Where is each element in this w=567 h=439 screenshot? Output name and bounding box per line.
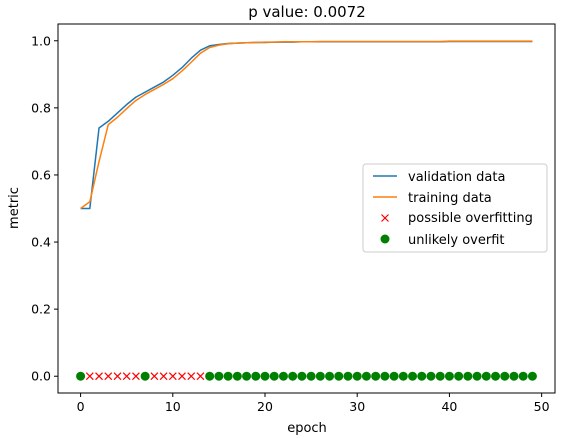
unlikely-overfit-marker <box>454 371 464 381</box>
legend-swatch-overfitting <box>381 214 389 222</box>
unlikely-overfit-marker <box>417 371 427 381</box>
overfit-marker <box>104 372 113 381</box>
unlikely-overfit-marker <box>260 371 270 381</box>
axes-frame <box>57 23 556 394</box>
plot-area <box>76 40 537 381</box>
legend-label-training: training data <box>408 191 492 206</box>
x-axis-label: epoch <box>287 421 327 436</box>
x-tick-label: 50 <box>534 399 550 414</box>
legend-box <box>362 163 548 253</box>
overfit-marker <box>187 372 196 381</box>
y-tick-label: 0.2 <box>31 302 51 317</box>
unlikely-overfit-marker <box>251 371 261 381</box>
unlikely-overfit-marker <box>334 371 344 381</box>
unlikely-overfit-marker <box>343 371 353 381</box>
overfit-marker <box>196 372 205 381</box>
unlikely-overfit-marker <box>472 371 482 381</box>
unlikely-overfit-marker <box>352 371 362 381</box>
unlikely-overfit-marker <box>223 371 233 381</box>
x-tick-label: 30 <box>349 399 365 414</box>
x-tick-label: 20 <box>257 399 273 414</box>
x-tick-label: 10 <box>165 399 181 414</box>
unlikely-overfit-marker <box>140 371 150 381</box>
unlikely-overfit-marker <box>509 371 519 381</box>
unlikely-overfit-marker <box>288 371 298 381</box>
unlikely-overfit-marker <box>463 371 473 381</box>
unlikely-overfit-marker <box>500 371 510 381</box>
overfit-marker <box>113 372 122 381</box>
unlikely-overfit-marker <box>269 371 279 381</box>
x-tick-label: 0 <box>77 399 85 414</box>
unlikely-overfit-marker <box>371 371 381 381</box>
y-axis-label: metric <box>7 187 22 229</box>
unlikely-overfit-marker <box>361 371 371 381</box>
unlikely-overfit-marker <box>214 371 224 381</box>
overfit-marker <box>131 372 140 381</box>
unlikely-overfit-marker <box>205 371 215 381</box>
unlikely-overfit-marker <box>481 371 491 381</box>
unlikely-overfit-marker <box>408 371 418 381</box>
unlikely-overfit-marker <box>527 371 537 381</box>
unlikely-overfit-marker <box>278 371 288 381</box>
chart-title: p value: 0.0072 <box>248 3 366 21</box>
unlikely-overfit-marker <box>306 371 316 381</box>
unlikely-overfit-marker <box>398 371 408 381</box>
y-tick-label: 0.0 <box>31 369 51 384</box>
legend-label-unlikely: unlikely overfit <box>408 233 504 248</box>
overfit-marker <box>159 372 168 381</box>
x-axis: 0 10 20 30 40 50 <box>77 393 550 414</box>
y-tick-label: 0.6 <box>31 167 51 182</box>
unlikely-overfit-marker <box>232 371 242 381</box>
overfit-marker <box>168 372 177 381</box>
unlikely-overfit-marker <box>518 371 528 381</box>
unlikely-overfit-marker <box>297 371 307 381</box>
overfit-marker <box>95 372 103 381</box>
overfit-marker <box>85 372 94 381</box>
legend: validation data training data possible o… <box>362 163 548 253</box>
legend-label-overfitting: possible overfitting <box>408 211 533 226</box>
unlikely-overfit-marker <box>76 371 86 381</box>
y-tick-label: 0.4 <box>31 235 51 250</box>
unlikely-overfit-marker <box>491 371 501 381</box>
unlikely-overfit-marker <box>426 371 436 381</box>
x-tick-label: 40 <box>441 399 457 414</box>
y-tick-label: 1.0 <box>31 33 51 48</box>
unlikely-overfit-marker <box>242 371 252 381</box>
unlikely-overfit-marker <box>389 371 399 381</box>
unlikely-overfit-marker <box>380 371 390 381</box>
unlikely-overfit-marker <box>435 371 445 381</box>
unlikely-overfit-marker <box>315 371 325 381</box>
y-axis: 0.0 0.2 0.4 0.6 0.8 1.0 <box>31 33 58 384</box>
unlikely-overfit-marker <box>325 371 335 381</box>
legend-swatch-unlikely <box>380 234 390 244</box>
unlikely-overfit-marker <box>444 371 454 381</box>
legend-label-validation: validation data <box>408 170 505 185</box>
overfit-marker <box>150 372 159 381</box>
y-tick-label: 0.8 <box>31 100 51 115</box>
overfit-marker <box>122 372 131 381</box>
training-line <box>80 40 533 210</box>
overfit-marker <box>178 372 186 381</box>
